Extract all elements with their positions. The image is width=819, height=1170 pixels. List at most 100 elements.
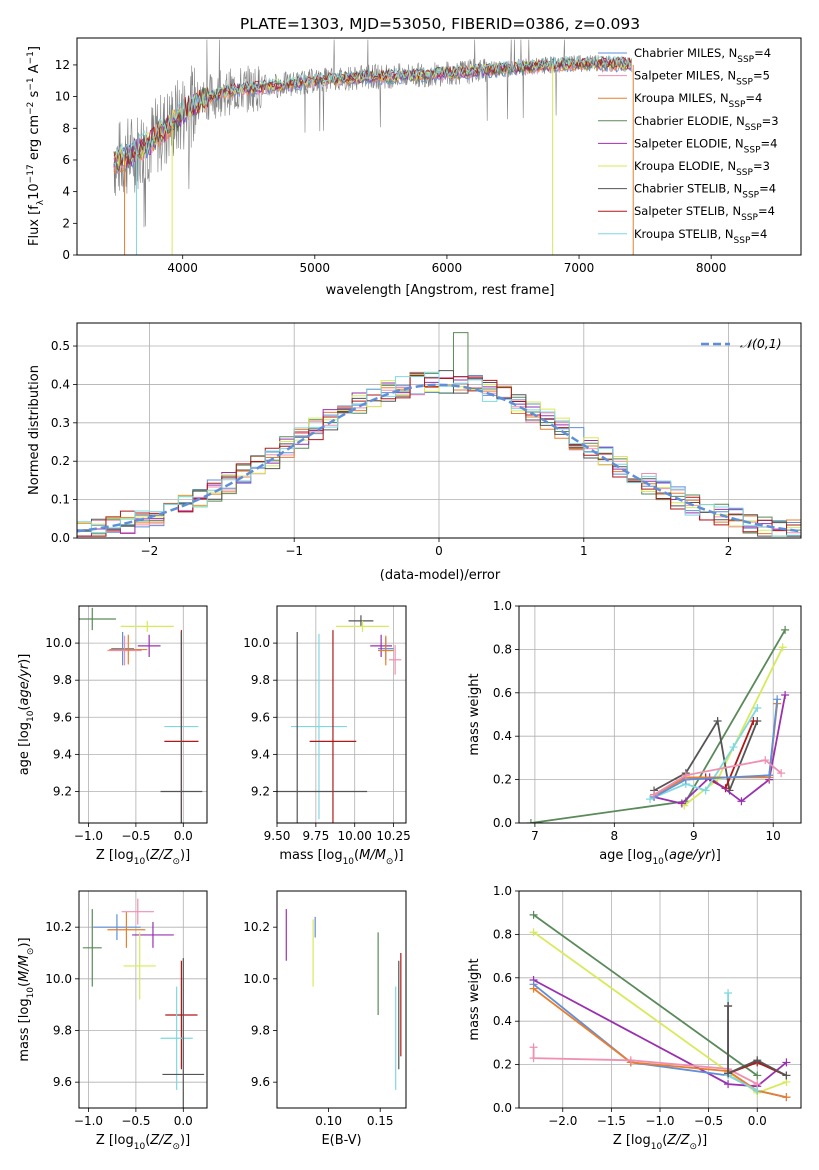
mass-weight-vs-age-marker (650, 790, 659, 799)
age-vs-mass: 9.50 9.75 10.00 10.25 9.2 9.4 9.6 9.8 10.0 (243, 605, 411, 843)
mass-weight-vs-age: 7 8 9 10 0.0 0.2 0.4 0.6 0.8 1.0 (493, 599, 802, 843)
axes-frame (518, 890, 802, 1109)
mass-weight-vs-age-marker (526, 819, 535, 823)
y-tick-label: 0.6 (493, 686, 512, 700)
y-tick-label: 0.1 (51, 493, 70, 507)
mass-weight-vs-metallicity-marker (724, 1080, 733, 1089)
mass-weight-vs-metallicity: −2.0 −1.5 −1.0 −0.5 0.0 0.0 0.2 0.4 0.6 0.8 1.0 (493, 884, 802, 1128)
mass-vs-metallicity: −1.0 −0.5 0.0 9.6 9.8 10.0 10.2 (45, 890, 208, 1128)
mass-weight-vs-age-marker (773, 695, 782, 704)
y-tick-label: 10 (55, 90, 70, 104)
y-tick-label: 10.2 (243, 920, 270, 934)
mass-weight-vs-metallicity-marker (724, 1069, 733, 1078)
y-tick-label: 9.4 (251, 747, 270, 761)
x-tick-label: 0.0 (748, 1114, 767, 1128)
y-tick-label: 0 (62, 248, 70, 262)
y-tick-label: 10.0 (243, 972, 270, 986)
y-tick-label: 1.0 (493, 599, 512, 613)
x-tick-label: 9 (690, 829, 698, 843)
age-vs-metallicity: −1.0 −0.5 0.0 9.2 9.4 9.6 9.8 10.0 (45, 605, 208, 843)
axes-frame (276, 605, 407, 824)
spectrum-chart: 4000 5000 6000 7000 8000 0 2 4 6 8 10 12 (55, 37, 802, 275)
axes-frame (78, 605, 208, 824)
mass-weight-vs-metallicity-series-0 (533, 914, 758, 1077)
mass-weight-vs-metallicity-marker (724, 988, 733, 997)
legend-entry: Salpeter STELIB, NSSP=4 (634, 204, 775, 223)
y-tick-label: 6 (62, 153, 70, 167)
x-tick-label: −1 (285, 544, 303, 558)
residual-histogram-plot-area (77, 332, 801, 537)
x-tick-label: −0.5 (121, 829, 150, 843)
mass-weight-vs-age-marker (777, 769, 786, 778)
mass-weight-vs-age-marker (781, 625, 790, 634)
y-tick-label: 0.4 (51, 377, 70, 391)
y-tick-label: 9.8 (53, 1024, 72, 1038)
x-tick-label: −1.5 (597, 1114, 626, 1128)
mass-weight-vs-metallicity-marker (529, 910, 538, 919)
spectrum-x-label: wavelength [Angstrom, rest frame] (326, 283, 555, 298)
legend-entry: Salpeter MILES, NSSP=5 (634, 69, 770, 88)
mass-weight-vs-age-marker (749, 717, 758, 726)
mass-weight-vs-metallicity-marker (529, 1054, 538, 1063)
y-tick-label: 9.6 (251, 710, 270, 724)
x-tick-label: 0.10 (315, 1114, 342, 1128)
mass-vs-extinction-plot-area (285, 909, 402, 1090)
y-tick-label: 0.4 (493, 729, 512, 743)
x-tick-label: 0.15 (367, 1114, 394, 1128)
spectrum-title: PLATE=1303, MJD=53050, FIBERID=0386, z=0… (240, 15, 640, 33)
mass-weight-vs-age-y-label: mass weight (467, 673, 482, 755)
x-tick-label: 4000 (167, 261, 198, 275)
x-tick-label: 10 (766, 829, 781, 843)
residual-histogram: −2 −1 0 1 2 0.0 0.1 0.2 0.3 0.4 0.5 (51, 322, 802, 558)
mass-vs-metallicity-plot-area (82, 898, 205, 1108)
y-tick-label: 0.8 (493, 927, 512, 941)
mass-weight-vs-age-marker (729, 743, 738, 752)
age-vs-metallicity-y-label: age [log10(age/yr)] (17, 654, 36, 776)
y-tick-label: 10.2 (45, 920, 72, 934)
x-tick-label: 9.50 (264, 829, 291, 843)
legend-entry: Kroupa MILES, NSSP=4 (634, 91, 762, 110)
model-spectrum-8 (113, 55, 631, 167)
mass-weight-vs-age-marker (701, 786, 710, 795)
mass-weight-vs-age-marker (761, 756, 770, 765)
mass-weight-vs-metallicity-marker (753, 1056, 762, 1065)
x-tick-label: −2 (141, 544, 159, 558)
mass-weight-vs-metallicity-marker (782, 1058, 791, 1067)
x-tick-label: 6000 (432, 261, 463, 275)
y-tick-label: 0.0 (493, 816, 512, 830)
age-vs-metallicity-plot-area (79, 607, 203, 823)
age-vs-mass-plot-area (277, 615, 402, 823)
y-tick-label: 9.2 (251, 784, 270, 798)
x-tick-label: −1.0 (74, 829, 103, 843)
age-vs-mass-x-label: mass [log10(M/M⊙)] (279, 848, 403, 867)
x-tick-label: 0.0 (174, 1114, 193, 1128)
y-tick-label: 9.6 (53, 1075, 72, 1089)
mass-weight-vs-metallicity-series-8 (727, 1006, 787, 1077)
histogram-x-label: (data-model)/error (380, 568, 501, 583)
mass-weight-vs-metallicity-plot-area (529, 910, 791, 1102)
mass-weight-vs-metallicity-marker (753, 1086, 762, 1095)
legend-entry: Salpeter ELODIE, NSSP=4 (634, 136, 777, 155)
mass-weight-vs-age-marker (681, 771, 690, 780)
mass-weight-vs-age-series-8 (653, 759, 782, 796)
x-tick-label: 0.0 (174, 829, 193, 843)
mass-vs-metallicity-y-label: mass [log10(M/M⊙)] (17, 937, 36, 1061)
axes-frame (76, 322, 802, 539)
mass-weight-vs-age-marker (677, 799, 686, 808)
x-tick-label: 5000 (300, 261, 331, 275)
y-tick-label: 9.6 (251, 1075, 270, 1089)
mass-weight-vs-metallicity-x-label: Z [log10(Z/Z⊙)] (613, 1133, 707, 1152)
histogram-series-8 (77, 371, 801, 537)
mass-weight-vs-metallicity-marker (753, 1071, 762, 1080)
legend-entry: Chabrier MILES, NSSP=4 (634, 46, 771, 65)
y-tick-label: 9.8 (251, 673, 270, 687)
y-tick-label: 9.4 (53, 747, 72, 761)
x-tick-label: −1.0 (74, 1114, 103, 1128)
y-tick-label: 9.8 (251, 1024, 270, 1038)
y-tick-label: 8 (62, 121, 70, 135)
histogram-y-label: Normed distribution (27, 365, 42, 495)
legend-entry: Kroupa STELIB, NSSP=4 (634, 227, 767, 246)
y-tick-label: 0.6 (493, 971, 512, 985)
mass-vs-extinction-x-label: E(B-V) (321, 1133, 361, 1148)
